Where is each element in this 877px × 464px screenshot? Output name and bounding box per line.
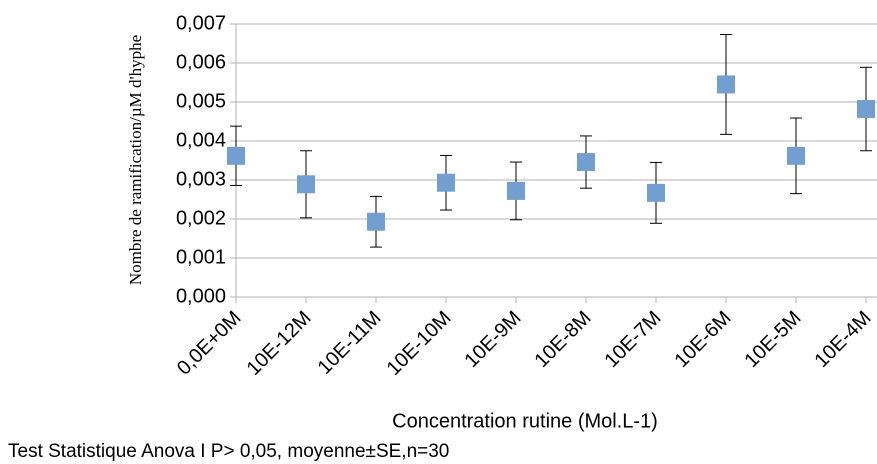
y-tick-label: 0,005 — [176, 90, 226, 112]
marker — [297, 175, 315, 194]
marker — [507, 181, 525, 200]
annotation: Test Statistique Anova I P> 0,05, moyenn… — [8, 441, 449, 462]
y-tick-label: 0,007 — [176, 12, 226, 34]
x-tick-label: 10E-4M — [810, 307, 875, 372]
y-tick-label: 0,004 — [176, 129, 226, 151]
x-tick-label: 10E-8M — [530, 307, 595, 372]
y-tick-label: 0,003 — [176, 168, 226, 190]
x-axis-label: Concentration rutine (Mol.L-1) — [392, 410, 658, 432]
x-tick-label: 10E-9M — [460, 307, 525, 372]
marker — [857, 100, 875, 119]
x-tick-label: 10E-6M — [670, 307, 735, 372]
marker — [787, 146, 805, 165]
x-tick-label: 10E-5M — [740, 307, 805, 372]
y-tick-label: 0,006 — [176, 51, 226, 73]
y-axis-label: Nombre de ramification/µM d'hyphe — [126, 35, 145, 285]
marker — [717, 75, 735, 94]
marker — [577, 153, 595, 172]
x-tick-label: 10E-11M — [314, 307, 386, 379]
marker — [437, 173, 455, 192]
marker — [367, 212, 385, 231]
x-tick-label: 0,0E+0M — [173, 307, 246, 380]
x-tick-label: 10E-10M — [383, 307, 456, 380]
x-tick-label: 10E-7M — [600, 307, 665, 372]
marker — [647, 183, 665, 202]
y-tick-label: 0,002 — [176, 207, 226, 229]
x-tick-label: 10E-12M — [243, 307, 316, 380]
marker — [227, 146, 245, 165]
y-tick-label: 0,000 — [176, 285, 226, 307]
y-tick-label: 0,001 — [176, 246, 226, 268]
